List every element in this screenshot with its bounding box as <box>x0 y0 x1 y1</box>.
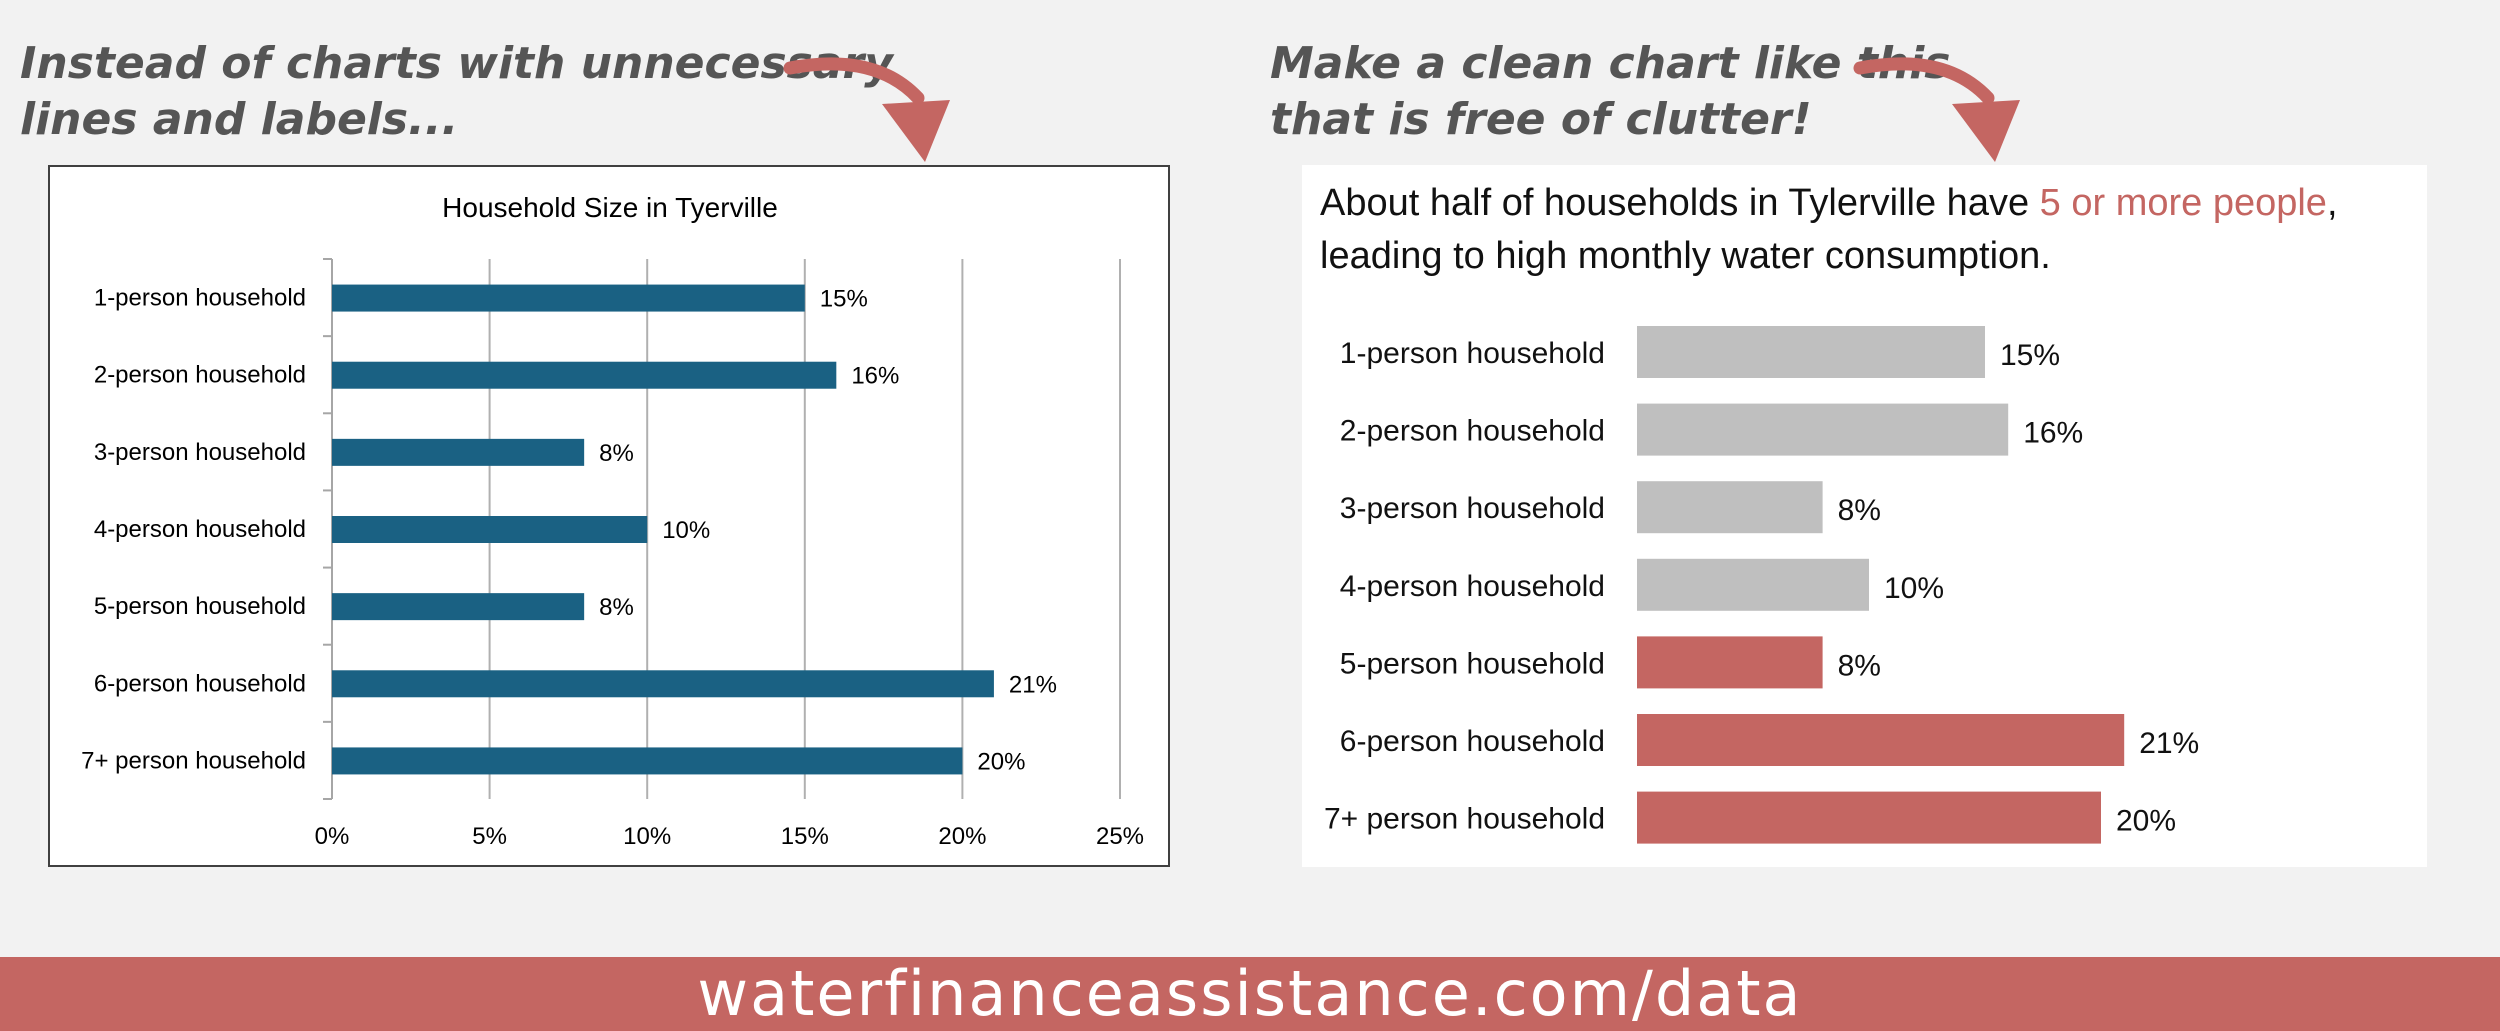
bar <box>332 438 585 466</box>
x-tick-label: 10% <box>623 823 671 850</box>
cluttered-chart: Household Size in Tyerville 0% 5% 10% 15% 20%… <box>48 165 1170 867</box>
title-highlight: 5 or more people <box>2040 182 2327 224</box>
bar <box>332 284 805 312</box>
bar <box>1637 326 1985 378</box>
caption-right-line1: Make a clean chart like this <box>1270 38 1951 89</box>
x-tick-label: 5% <box>472 823 507 850</box>
bar <box>332 516 648 543</box>
category-label: 4-person household <box>94 516 306 543</box>
clean-chart: About half of households in Tylerville h… <box>1302 165 2427 867</box>
category-label: 3-person household <box>94 439 306 466</box>
value-label: 8% <box>599 440 634 467</box>
caption-right: Make a clean chart like this that is fre… <box>1270 36 1950 148</box>
category-label: 1-person household <box>94 285 306 312</box>
category-label: 6-person household <box>1340 725 1605 758</box>
category-label: 6-person household <box>94 670 306 697</box>
bar <box>1637 403 2009 456</box>
bar <box>1637 558 1869 611</box>
category-label: 4-person household <box>1340 570 1605 603</box>
caption-left: Instead of charts with unnecessary lines… <box>20 36 893 148</box>
chart-title-line1: About half of households in Tylerville h… <box>1320 182 2338 224</box>
value-label: 15% <box>2000 339 2060 372</box>
x-tick-label: 25% <box>1096 823 1144 850</box>
category-label: 7+ person household <box>81 747 306 774</box>
category-label: 2-person household <box>94 362 306 389</box>
curved-arrow-icon <box>783 57 950 162</box>
title-part: , <box>2327 182 2338 224</box>
category-label: 3-person household <box>1340 492 1605 525</box>
clean-chart-svg: About half of households in Tylerville h… <box>1320 182 2338 844</box>
caption-left-line2: lines and labels... <box>20 94 459 145</box>
value-label: 8% <box>599 594 634 621</box>
category-label: 1-person household <box>1340 337 1605 370</box>
category-label: 2-person household <box>1340 415 1605 448</box>
chart-title: Household Size in Tyerville <box>442 192 778 223</box>
bar <box>332 593 585 621</box>
value-label: 8% <box>1838 649 1881 682</box>
cluttered-chart-svg: Household Size in Tyerville 0% 5% 10% 15% 20%… <box>81 192 1144 850</box>
value-label: 10% <box>1884 572 1944 605</box>
bar <box>332 670 994 698</box>
footer-banner: waterfinanceassistance.com/data <box>0 957 2500 1031</box>
x-tick-label: 15% <box>781 823 829 850</box>
chart-title-line2: leading to high monthly water consumptio… <box>1320 235 2051 277</box>
bar <box>332 747 963 775</box>
curved-arrow-icon <box>1853 57 2020 162</box>
value-label: 16% <box>2023 417 2083 450</box>
value-label: 21% <box>2139 727 2199 760</box>
bar <box>1637 791 2101 844</box>
caption-left-line1: Instead of charts with unnecessary <box>20 38 893 89</box>
x-tick-label: 20% <box>938 823 986 850</box>
value-label: 21% <box>1009 671 1057 698</box>
value-label: 16% <box>851 363 899 390</box>
bar <box>1637 714 2125 766</box>
bar <box>1637 481 1823 534</box>
value-label: 8% <box>1838 494 1881 527</box>
x-tick-label: 0% <box>315 823 350 850</box>
value-label: 15% <box>820 286 868 313</box>
category-label: 5-person household <box>94 593 306 620</box>
value-label: 10% <box>662 517 710 544</box>
caption-right-line2: that is free of clutter! <box>1270 94 1812 145</box>
value-label: 20% <box>2116 805 2176 838</box>
bar <box>332 361 837 389</box>
bar <box>1637 636 1823 689</box>
footer-url: waterfinanceassistance.com/data <box>697 957 1803 1030</box>
title-part: About half of households in Tylerville h… <box>1320 182 2040 224</box>
category-label: 5-person household <box>1340 647 1605 680</box>
category-label: 7+ person household <box>1324 803 1605 836</box>
value-label: 20% <box>977 748 1025 775</box>
